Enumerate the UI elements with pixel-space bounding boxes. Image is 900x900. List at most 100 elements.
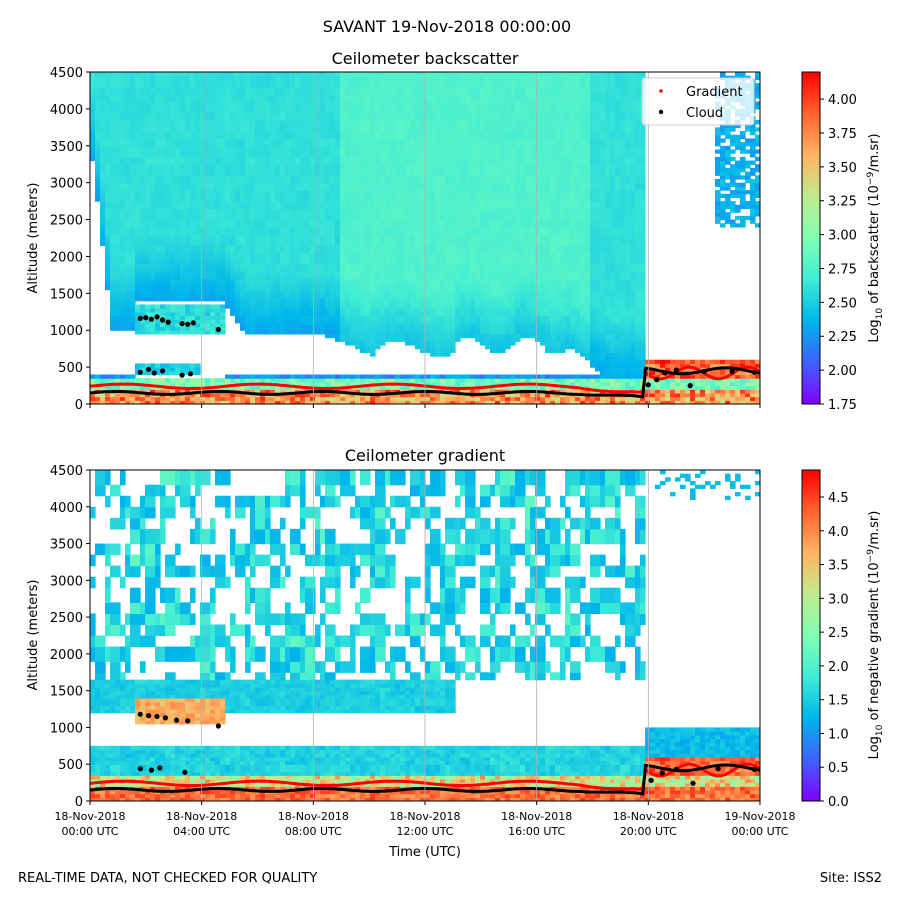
heatmap-cell	[190, 230, 196, 235]
heatmap-cell	[210, 304, 216, 309]
heatmap-cell	[410, 304, 416, 309]
heatmap-cell	[300, 392, 306, 398]
heatmap-cell	[205, 293, 211, 298]
heatmap-cell	[125, 171, 131, 176]
heatmap-cell	[295, 153, 301, 158]
heatmap-cell	[175, 175, 181, 180]
heatmap-cell	[120, 101, 126, 106]
heatmap-cell	[135, 178, 141, 184]
heatmap-cell	[315, 396, 321, 401]
heatmap-cell	[325, 204, 331, 210]
heatmap-cell	[170, 245, 176, 250]
heatmap-cell	[255, 142, 261, 147]
heatmap-cell	[165, 297, 171, 302]
heatmap-cell	[310, 271, 316, 276]
heatmap-cell	[125, 226, 131, 232]
heatmap-cell	[410, 322, 416, 328]
heatmap-cell	[250, 108, 256, 114]
heatmap-cell	[175, 208, 181, 213]
heatmap-cell	[315, 90, 321, 95]
heatmap-cell	[365, 278, 371, 283]
heatmap-cell	[295, 186, 301, 191]
heatmap-cell	[360, 131, 366, 136]
heatmap-cell	[390, 304, 396, 309]
heatmap-cell	[215, 175, 221, 180]
heatmap-cell	[260, 326, 266, 331]
heatmap-cell	[340, 156, 346, 162]
heatmap-cell	[345, 75, 351, 80]
heatmap-cell	[195, 274, 201, 280]
heatmap-cell	[370, 215, 376, 221]
heatmap-cell	[395, 215, 401, 221]
heatmap-cell	[195, 197, 201, 202]
heatmap-cell	[395, 315, 401, 320]
heatmap-cell	[290, 105, 296, 110]
heatmap-cell	[405, 289, 411, 294]
heatmap-cell	[220, 190, 226, 195]
heatmap-cell	[275, 326, 281, 331]
heatmap-cell	[265, 274, 271, 280]
heatmap-cell	[215, 319, 221, 324]
heatmap-cell	[135, 304, 141, 309]
heatmap-cell	[295, 72, 301, 77]
heatmap-cell	[365, 344, 371, 350]
heatmap-cell	[205, 234, 211, 239]
heatmap-cell	[225, 256, 231, 261]
heatmap-cell	[340, 234, 346, 239]
heatmap-cell	[320, 90, 326, 95]
heatmap-cell	[370, 97, 376, 103]
heatmap-cell	[310, 282, 316, 287]
heatmap-cell	[305, 278, 311, 283]
heatmap-cell	[155, 193, 161, 199]
heatmap-cell	[220, 274, 226, 280]
heatmap-cell	[295, 79, 301, 84]
heatmap-cell	[200, 322, 206, 328]
heatmap-cell	[175, 193, 181, 199]
heatmap-cell	[130, 186, 136, 191]
heatmap-cell	[220, 311, 226, 317]
heatmap-cell	[305, 123, 311, 128]
heatmap-cell	[160, 278, 166, 283]
heatmap-cell	[95, 134, 101, 139]
heatmap-cell	[240, 234, 246, 239]
heatmap-cell	[245, 378, 251, 383]
heatmap-cell	[180, 260, 186, 265]
heatmap-cell	[135, 330, 141, 335]
heatmap-cell	[250, 94, 256, 99]
heatmap-cell	[380, 330, 386, 335]
heatmap-cell	[400, 123, 406, 128]
heatmap-cell	[270, 131, 276, 136]
heatmap-cell	[390, 134, 396, 139]
heatmap-cell	[125, 271, 131, 276]
heatmap-cell	[340, 333, 346, 339]
heatmap-cell	[325, 116, 331, 121]
heatmap-cell	[275, 223, 281, 228]
heatmap-cell	[160, 208, 166, 213]
heatmap-cell	[240, 308, 246, 313]
heatmap-cell	[280, 101, 286, 106]
heatmap-cell	[145, 175, 151, 180]
heatmap-cell	[400, 190, 406, 195]
heatmap-cell	[135, 238, 141, 243]
heatmap-cell	[105, 285, 111, 291]
heatmap-cell	[385, 385, 391, 390]
heatmap-cell	[305, 315, 311, 320]
heatmap-cell	[165, 160, 171, 165]
heatmap-cell	[350, 396, 356, 401]
heatmap-cell	[265, 142, 271, 147]
heatmap-cell	[170, 330, 176, 335]
heatmap-cell	[170, 116, 176, 121]
heatmap-cell	[350, 123, 356, 128]
heatmap-cell	[140, 396, 146, 401]
heatmap-cell	[105, 219, 111, 224]
heatmap-cell	[400, 108, 406, 114]
heatmap-cell	[225, 289, 231, 294]
heatmap-cell	[335, 241, 341, 246]
heatmap-cell	[285, 182, 291, 187]
heatmap-cell	[250, 105, 256, 110]
heatmap-cell	[255, 252, 261, 258]
heatmap-cell	[260, 201, 266, 206]
heatmap-cell	[120, 278, 126, 283]
heatmap-cell	[205, 186, 211, 191]
heatmap-cell	[350, 249, 356, 254]
